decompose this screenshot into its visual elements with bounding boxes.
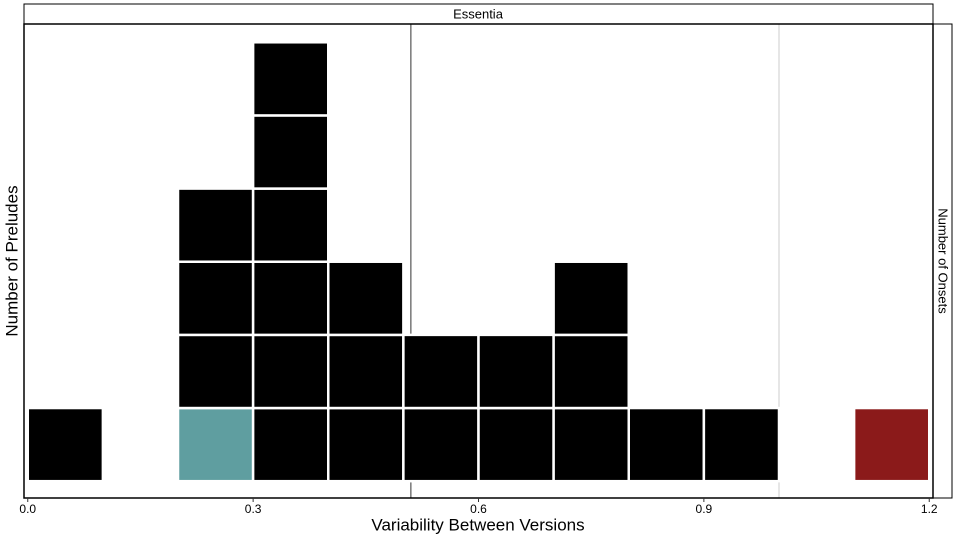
- histogram-cell: [251, 187, 330, 263]
- histogram-cell: [552, 333, 630, 410]
- histogram-cell: [402, 333, 480, 410]
- histogram-cell: [26, 406, 105, 483]
- histogram-cell: [852, 406, 931, 483]
- x-axis-label: Variability Between Versions: [371, 515, 584, 534]
- histogram-cell: [176, 333, 255, 410]
- x-tick-label: 1.2: [921, 502, 938, 516]
- histogram-cell: [327, 260, 405, 337]
- histogram-cell: [176, 406, 255, 483]
- histogram-cell: [327, 406, 405, 483]
- histogram-cell: [251, 333, 330, 410]
- histogram-cell: [627, 406, 706, 483]
- x-tick-label: 0.6: [470, 502, 487, 516]
- histogram-cell: [702, 406, 781, 483]
- strip-title: Essentia: [453, 6, 504, 21]
- histogram-cell: [176, 187, 255, 263]
- histogram-cell: [251, 114, 330, 190]
- histogram-cell: [477, 333, 555, 410]
- histogram-cell: [327, 333, 405, 410]
- histogram-cell: [251, 406, 330, 483]
- histogram-cell: [402, 406, 480, 483]
- x-tick-label: 0.0: [19, 502, 36, 516]
- plot-area: [26, 24, 931, 498]
- histogram-cell: [477, 406, 555, 483]
- histogram-cell: [552, 406, 630, 483]
- x-tick-label: 0.3: [245, 502, 262, 516]
- histogram-cell: [251, 260, 330, 337]
- histogram-cell: [552, 260, 630, 337]
- y-axis-label: Number of Preludes: [2, 185, 21, 336]
- histogram-cell: [251, 41, 330, 117]
- x-tick-label: 0.9: [696, 502, 713, 516]
- right-strip-title: Number of Onsets: [936, 208, 951, 314]
- histogram-cell: [176, 260, 255, 337]
